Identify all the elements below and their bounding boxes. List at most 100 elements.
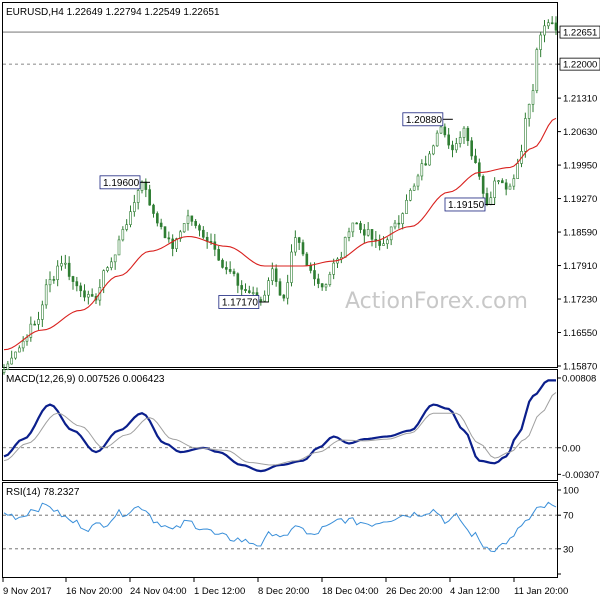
rsi-line <box>3 501 557 553</box>
candle-body <box>6 363 10 370</box>
price-tick-label: 1.19270 <box>563 194 597 205</box>
candle-body <box>286 282 289 299</box>
candle-body <box>305 253 309 266</box>
price-tick-label: 1.19950 <box>563 161 597 172</box>
macd-panel-frame <box>2 369 558 481</box>
candle-body <box>527 103 531 119</box>
candle-body <box>493 180 496 198</box>
candle-body <box>182 223 186 233</box>
candle-body <box>10 357 13 365</box>
price-guides <box>3 31 557 65</box>
rsi-axis: 100 70 30 <box>557 486 579 575</box>
candle-body <box>129 211 132 225</box>
annotation-box <box>444 197 486 212</box>
candle-body <box>41 304 44 320</box>
candle-body <box>133 202 136 212</box>
price-tick-label: 1.20630 <box>563 127 597 138</box>
candle-body <box>194 221 197 226</box>
time-tick-label: 8 Dec 20:00 <box>258 586 309 597</box>
time-tick-label: 4 Jan 12:00 <box>450 586 500 597</box>
annotation-label: 1.19600 <box>103 178 140 189</box>
candle-body <box>439 126 443 134</box>
rsi-tick-label: 100 <box>563 486 579 497</box>
price-panel-frame <box>2 2 558 368</box>
candle-body <box>347 231 351 238</box>
candle-body <box>451 144 454 151</box>
candle-body <box>2 369 6 373</box>
candle-body <box>75 281 79 287</box>
macd-layer <box>3 379 557 473</box>
candle-body <box>485 193 489 205</box>
candle-body <box>225 267 228 270</box>
candle-body <box>516 163 519 179</box>
rsi-panel-frame <box>2 482 558 578</box>
rsi-tick-label: 30 <box>563 544 574 555</box>
candle-body <box>512 178 516 187</box>
candle-body <box>466 127 470 142</box>
time-tick-label: 26 Dec 20:00 <box>386 586 443 597</box>
macd-tick-label: -0.003078 <box>562 470 600 481</box>
annotation-box <box>402 112 444 127</box>
candle-body <box>531 90 535 105</box>
candle-body <box>547 22 550 27</box>
time-tick-label: 9 Nov 2017 <box>3 586 52 597</box>
candle-body <box>351 222 355 233</box>
candle-body <box>140 181 144 191</box>
candle-body <box>56 265 59 280</box>
candle-body <box>156 213 159 224</box>
candle-body <box>14 351 17 359</box>
candle-body <box>274 268 278 282</box>
time-tick-label: 11 Jan 20:00 <box>514 586 568 597</box>
price-tick-label: 1.21310 <box>563 94 597 105</box>
macd-signal-line <box>3 392 557 466</box>
candle-body <box>409 190 412 201</box>
candle-body <box>401 213 404 224</box>
candle-body <box>102 270 105 288</box>
candle-body <box>163 226 167 239</box>
candle-body <box>543 25 546 36</box>
candle-body <box>432 145 435 155</box>
candle-body <box>458 137 462 144</box>
candle-body <box>167 237 171 240</box>
candle-body <box>67 262 71 277</box>
moving-average-layer <box>3 117 557 351</box>
candle-body <box>412 185 416 191</box>
candle-body <box>29 323 33 338</box>
candle-body <box>18 347 21 353</box>
candle-body <box>259 299 263 302</box>
candle-body <box>320 283 324 288</box>
candle-body <box>554 22 558 31</box>
candle-body <box>524 118 527 152</box>
candle-body <box>113 254 117 263</box>
macd-tick-label: 0.00 <box>562 443 581 454</box>
candle-body <box>443 126 447 136</box>
price-axis: 1.22651 1.22000 1.21310 1.20630 1.19950 1.192… <box>557 25 600 373</box>
candle-body <box>332 262 335 275</box>
rsi-layer <box>3 501 557 553</box>
price-tick-label: 1.22651 <box>563 28 597 39</box>
candle-body <box>213 241 217 250</box>
time-tick-label: 16 Nov 20:00 <box>66 586 123 597</box>
candle-body <box>171 238 174 249</box>
candle-body <box>240 285 243 290</box>
time-tick-label: 24 Nov 04:00 <box>130 586 187 597</box>
watermark-text: ActionForex.com <box>345 289 528 314</box>
candle-body <box>405 199 408 214</box>
candle-body <box>83 290 86 298</box>
candle-body <box>504 182 508 190</box>
candle-body <box>447 134 450 146</box>
candle-body <box>48 279 52 286</box>
candle-body <box>179 231 182 239</box>
candle-body <box>355 222 358 225</box>
candle-body <box>267 280 270 296</box>
candle-body <box>90 294 94 297</box>
candle-body <box>393 222 397 228</box>
candle-body <box>324 284 328 288</box>
candle-body <box>294 237 297 253</box>
candle-body <box>60 263 63 267</box>
candle-body <box>248 290 251 293</box>
candle-body <box>290 251 293 283</box>
rsi-tick-label: 70 <box>563 511 574 522</box>
candle-body <box>297 237 301 243</box>
